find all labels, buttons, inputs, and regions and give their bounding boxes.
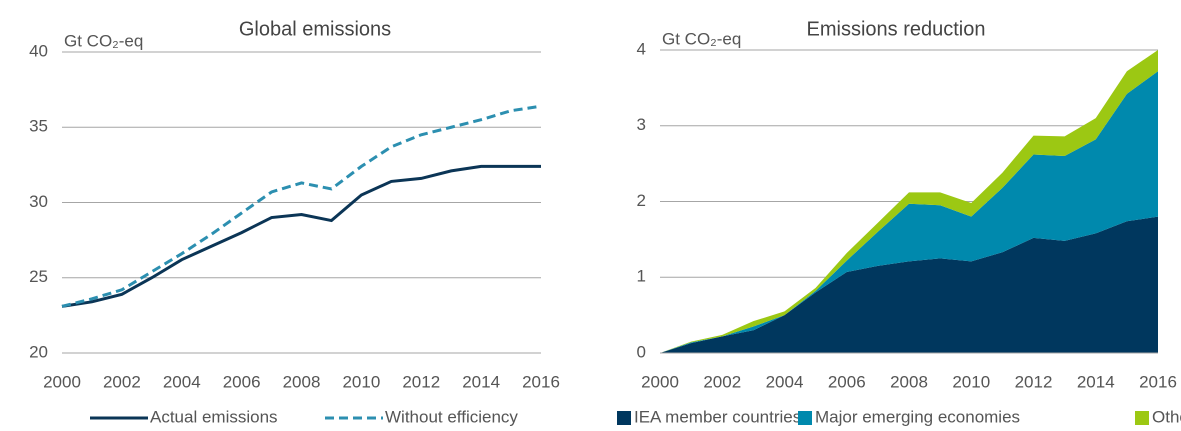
chart-title: Global emissions	[239, 18, 391, 40]
y-tick-label: 30	[29, 192, 48, 211]
x-tick-label: 2002	[703, 372, 741, 391]
x-tick-label: 2016	[1139, 372, 1177, 391]
x-tick-label: 2000	[43, 372, 81, 391]
area	[660, 216, 1158, 353]
x-tick-label: 2014	[1077, 372, 1115, 391]
y-tick-label: 4	[637, 39, 646, 58]
x-tick-label: 2004	[766, 372, 804, 391]
legend-label: Without efficiency	[385, 407, 518, 426]
y-tick-label: 1	[637, 267, 646, 286]
legend-label: Actual emissions	[150, 407, 278, 426]
x-tick-label: 2006	[223, 372, 261, 391]
x-tick-label: 2012	[402, 372, 440, 391]
x-tick-label: 2002	[103, 372, 141, 391]
area	[660, 71, 1158, 354]
y-tick-label: 0	[637, 342, 646, 361]
legend-label: IEA member countries	[634, 407, 801, 426]
y-axis-label: Gt CO₂-eq	[64, 31, 143, 50]
legend-label: Other	[1152, 407, 1181, 426]
area	[660, 50, 1158, 353]
x-tick-label: 2012	[1015, 372, 1053, 391]
x-tick-label: 2014	[462, 372, 500, 391]
y-axis-label: Gt CO₂-eq	[662, 29, 741, 48]
y-tick-label: 2	[637, 191, 646, 210]
x-tick-label: 2004	[163, 372, 201, 391]
y-tick-label: 35	[29, 117, 48, 136]
legend-label: Major emerging economies	[815, 407, 1020, 426]
y-tick-label: 3	[637, 115, 646, 134]
y-tick-label: 40	[29, 41, 48, 60]
line	[61, 164, 541, 308]
x-tick-label: 2010	[342, 372, 380, 391]
x-tick-label: 2006	[828, 372, 866, 391]
legend-swatch	[798, 411, 812, 425]
chart-title: Emissions reduction	[807, 18, 986, 40]
x-tick-label: 2000	[641, 372, 679, 391]
x-tick-label: 2008	[283, 372, 321, 391]
x-tick-label: 2008	[890, 372, 928, 391]
legend-swatch	[1135, 411, 1149, 425]
line	[61, 104, 542, 308]
x-tick-label: 2010	[952, 372, 990, 391]
y-tick-label: 20	[29, 342, 48, 361]
y-tick-label: 25	[29, 267, 48, 286]
x-tick-label: 2016	[522, 372, 560, 391]
legend-swatch	[617, 411, 631, 425]
